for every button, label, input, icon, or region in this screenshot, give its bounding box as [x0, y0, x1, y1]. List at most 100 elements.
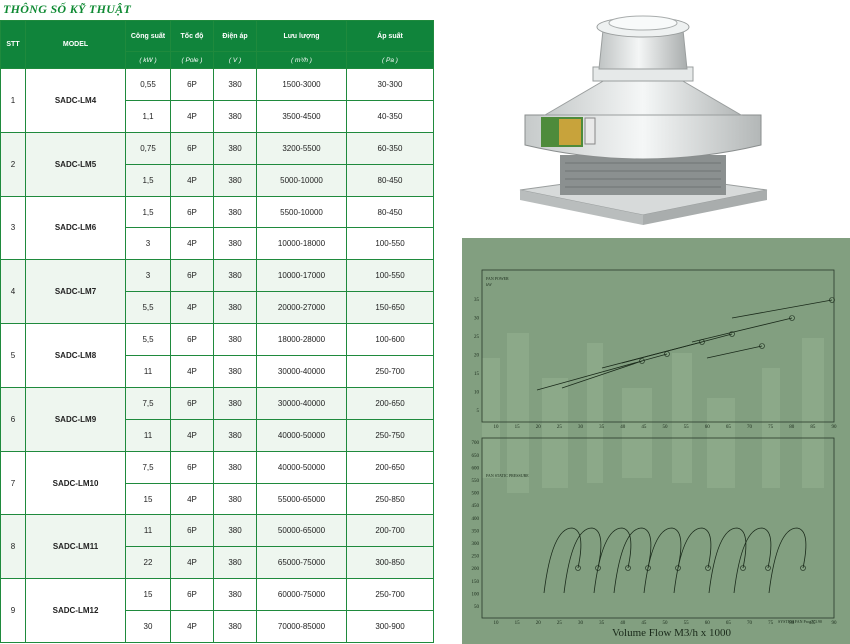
- x-tick-label: 25: [557, 425, 563, 430]
- cell-flow: 1500-3000: [256, 68, 347, 101]
- x-tick-label: 25: [557, 621, 563, 626]
- pressure-curve: [768, 527, 807, 594]
- cell-speed: 6P: [170, 386, 214, 420]
- cell-stt: 4: [0, 259, 26, 325]
- cell-flow: 40000-50000: [256, 418, 347, 452]
- pressure-tick-label: 700: [472, 441, 480, 446]
- x-tick-label: 80: [789, 621, 795, 626]
- cell-model: SADC-LM11: [25, 514, 126, 580]
- pressure-curve: [613, 527, 652, 594]
- cell-speed: 6P: [170, 259, 214, 293]
- curve-marker: [595, 565, 601, 571]
- cell-pressure: 100-550: [346, 227, 434, 261]
- table-row: 11 4P 380 40000-50000 250-750: [1, 418, 434, 452]
- x-tick-label: 15: [515, 621, 521, 626]
- cell-voltage: 380: [213, 131, 257, 165]
- x-tick-label: 15: [515, 425, 521, 430]
- power-tick-label: 35: [474, 298, 480, 303]
- curve-marker: [675, 565, 681, 571]
- pressure-curve: [673, 527, 712, 594]
- cell-power: 7,5: [125, 450, 171, 484]
- cell-power: 3: [125, 227, 171, 261]
- table-row: 3 SADC-LM6 1,5 6P 380 5500-10000 80-450: [0, 195, 434, 261]
- power-curves: [536, 297, 835, 391]
- cell-power: 1,1: [125, 99, 171, 133]
- pressure-curve: [708, 527, 747, 594]
- cell-speed: 4P: [170, 99, 214, 133]
- table-row: 1,5 4P 380 5000-10000 80-450: [1, 163, 434, 197]
- x-tick-label: 65: [726, 621, 732, 626]
- cell-flow: 60000-75000: [256, 578, 347, 612]
- curve-marker: [765, 565, 771, 571]
- cell-pressure: 30-300: [346, 68, 434, 101]
- cell-flow: 30000-40000: [256, 355, 347, 388]
- curve-marker: [800, 565, 806, 571]
- pressure-plot-frame: [481, 437, 835, 619]
- pressure-axis-label: FAN STATIC PRESSURE: [486, 473, 529, 478]
- power-x-ticks: 10 15 20 25 30 35 40 45 50 55 60 65 70 75 80 85 90: [494, 425, 838, 430]
- cell-speed: 6P: [170, 195, 214, 229]
- cell-power: 1,5: [125, 195, 171, 229]
- table-row: 22 4P 380 65000-75000 300-850: [1, 546, 434, 580]
- cell-pressure: 250-750: [346, 418, 434, 452]
- header-power: Công suất: [125, 20, 171, 52]
- curve-marker: [789, 315, 795, 321]
- x-tick-label: 70: [747, 621, 753, 626]
- x-tick-label: 30: [578, 621, 584, 626]
- cell-power: 3: [125, 259, 171, 293]
- cell-pressure: 250-850: [346, 482, 434, 516]
- cell-speed: 4P: [170, 482, 214, 516]
- cell-model: SADC-LM4: [25, 68, 126, 133]
- header-pressure: Áp suất: [346, 20, 434, 52]
- cell-model: SADC-LM9: [25, 386, 126, 452]
- power-curve: [731, 299, 833, 319]
- x-tick-label: 60: [705, 621, 711, 626]
- cell-voltage: 380: [213, 482, 257, 516]
- cell-flow: 20000-27000: [256, 291, 347, 325]
- pressure-y-ticks: 50 100 150 200 250 300 350 400 450 500 550 600 650 70…: [472, 441, 480, 610]
- x-tick-label: 50: [663, 425, 669, 430]
- cell-flow: 5500-10000: [256, 195, 347, 229]
- header-model: MODEL: [25, 20, 126, 69]
- cell-stt: 1: [0, 68, 26, 133]
- table-row: 11 4P 380 30000-40000 250-700: [1, 355, 434, 388]
- cell-speed: 6P: [170, 514, 214, 548]
- cell-pressure: 200-650: [346, 450, 434, 484]
- cell-flow: 3200-5500: [256, 131, 347, 165]
- unit-voltage: ( V ): [213, 51, 257, 69]
- cell-pressure: 40-350: [346, 99, 434, 133]
- x-tick-label: 20: [536, 621, 542, 626]
- cell-power: 7,5: [125, 386, 171, 420]
- curve-marker: [645, 565, 651, 571]
- cell-speed: 6P: [170, 578, 214, 612]
- pressure-curve: [563, 527, 602, 594]
- cell-voltage: 380: [213, 195, 257, 229]
- cell-model: SADC-LM12: [25, 578, 126, 644]
- curve-marker: [705, 565, 711, 571]
- power-tick-label: 5: [477, 409, 480, 414]
- cell-flow: 50000-65000: [256, 514, 347, 548]
- cell-power: 0,55: [125, 68, 171, 101]
- cell-power: 15: [125, 578, 171, 612]
- x-tick-label: 55: [684, 621, 690, 626]
- x-tick-label: 45: [641, 621, 647, 626]
- unit-flow: ( m³/h ): [256, 51, 347, 69]
- pressure-curve: [593, 527, 632, 594]
- cell-voltage: 380: [213, 99, 257, 133]
- curve-marker: [575, 565, 581, 571]
- x-tick-label: 75: [768, 425, 774, 430]
- header-speed: Tốc độ: [170, 20, 214, 52]
- power-curve: [706, 345, 763, 359]
- x-tick-label: 40: [620, 425, 626, 430]
- cell-pressure: 80-450: [346, 195, 434, 229]
- cell-speed: 6P: [170, 68, 214, 101]
- cell-flow: 3500-4500: [256, 99, 347, 133]
- cell-power: 11: [125, 418, 171, 452]
- cell-stt: 8: [0, 514, 26, 580]
- cell-power: 15: [125, 482, 171, 516]
- cell-model: SADC-LM7: [25, 259, 126, 325]
- cell-flow: 30000-40000: [256, 386, 347, 420]
- spec-table-body: 1 SADC-LM4 0,55 6P 380 1500-3000 30-300 1,1 4P 38…: [0, 68, 434, 644]
- cell-flow: 70000-85000: [256, 610, 347, 644]
- cell-speed: 4P: [170, 163, 214, 197]
